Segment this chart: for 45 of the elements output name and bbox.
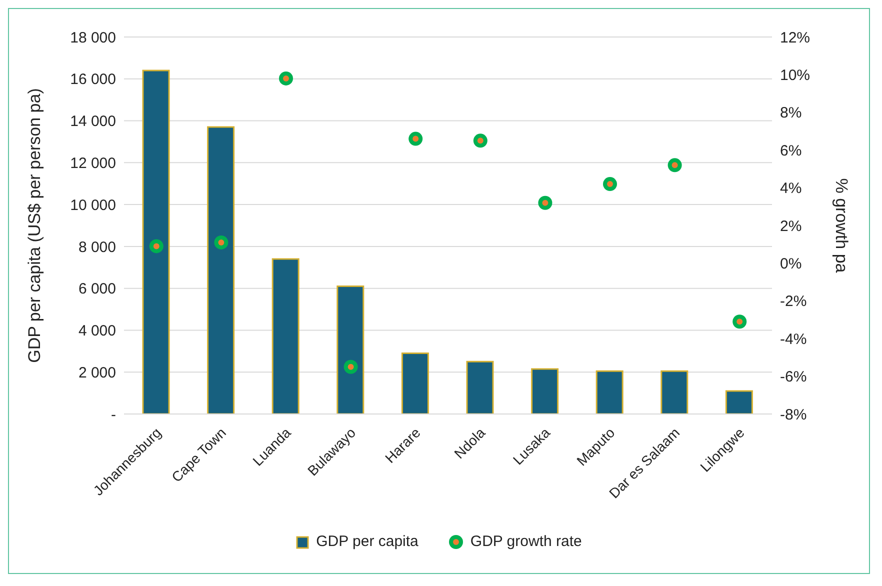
point [538, 196, 552, 210]
y-axis-title: GDP per capita (US$ per person pa) [25, 88, 44, 363]
y-tick-label: 10 000 [70, 196, 116, 214]
y-tick-label: 6 000 [78, 280, 116, 298]
bar [401, 352, 429, 414]
point [603, 177, 617, 192]
y2-tick-label: -4% [780, 330, 807, 348]
bar [531, 368, 559, 414]
legend-label: GDP growth rate [470, 533, 582, 550]
bar [466, 360, 494, 414]
point [149, 239, 164, 254]
bar [272, 258, 300, 414]
point [473, 134, 488, 148]
y2-tick-label: -6% [780, 368, 807, 386]
point [668, 158, 682, 172]
y2-tick-label: -2% [780, 293, 807, 310]
y2-tick-label: 10% [780, 67, 810, 84]
point [732, 314, 747, 329]
y-tick-label: 14 000 [70, 113, 116, 130]
point [344, 360, 358, 374]
y-tick-label: - [111, 406, 116, 424]
bar [660, 370, 688, 414]
y-tick-label: 18 000 [70, 29, 116, 46]
bar [596, 370, 624, 414]
y2-axis-title: % growth pa [832, 178, 851, 274]
y2-tick-label: 8% [780, 104, 802, 122]
y-tick-label: 4 000 [78, 322, 116, 340]
y-tick-label: 2 000 [78, 364, 116, 382]
point [408, 132, 423, 146]
y2-tick-label: 4% [780, 180, 802, 198]
bar [725, 390, 753, 414]
y-tick-label: 16 000 [70, 71, 116, 88]
y2-tick-label: -8% [780, 406, 807, 424]
y2-tick-label: 6% [780, 142, 802, 160]
bar [336, 285, 364, 414]
y-tick-label: 12 000 [70, 154, 116, 172]
y2-tick-label: 0% [780, 256, 802, 273]
point [214, 235, 228, 250]
legend-label: GDP per capita [316, 533, 418, 550]
point [279, 71, 293, 86]
y2-tick-label: 12% [780, 29, 810, 46]
bar [142, 70, 170, 414]
bar [207, 126, 235, 414]
y-tick-label: 8 000 [78, 238, 116, 256]
y2-tick-label: 2% [780, 218, 802, 235]
